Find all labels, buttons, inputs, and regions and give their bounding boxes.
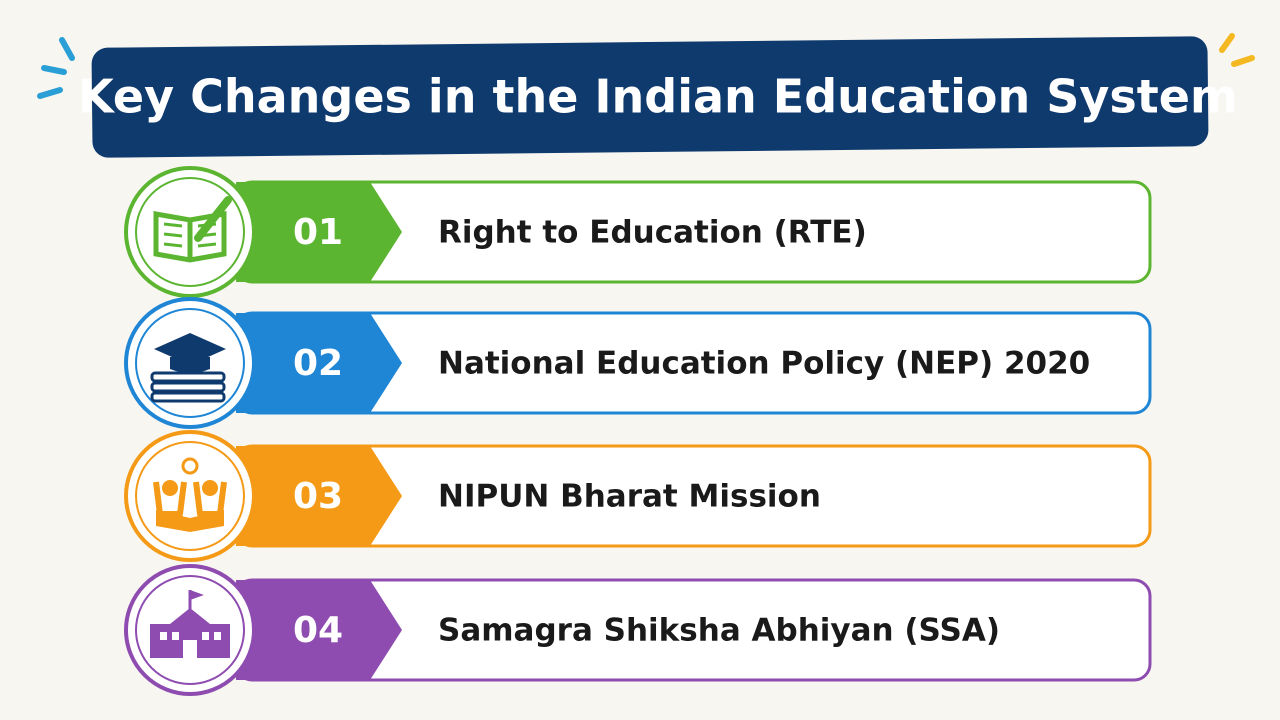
icon-line xyxy=(163,222,183,228)
icon-sun xyxy=(181,457,199,475)
decor-left xyxy=(37,37,75,99)
item-number: 03 xyxy=(293,476,343,517)
title: Key Changes in the Indian Education Syst… xyxy=(78,70,1238,124)
icon-book xyxy=(150,371,226,383)
icon-window xyxy=(202,632,209,640)
item-label: National Education Policy (NEP) 2020 xyxy=(438,346,1090,382)
item-label: NIPUN Bharat Mission xyxy=(438,479,821,515)
item-row: 01 Right to Education (RTE) xyxy=(124,166,1152,298)
icon-window xyxy=(214,632,221,640)
number-band xyxy=(236,313,402,413)
icon-pencil xyxy=(194,196,232,242)
item-row: 03 NIPUN Bharat Mission xyxy=(124,430,1152,562)
title-banner: Key Changes in the Indian Education Syst… xyxy=(78,36,1238,158)
icon-window xyxy=(172,632,179,640)
number-band xyxy=(236,580,402,680)
icon-line xyxy=(163,242,183,248)
item-row: 04 Samagra Shiksha Abhiyan (SSA) xyxy=(124,564,1152,696)
icon-book xyxy=(150,381,226,393)
icon-cap-base xyxy=(170,357,210,373)
decor-right xyxy=(1219,33,1255,67)
icon-door xyxy=(183,640,197,658)
item-number: 02 xyxy=(293,343,343,384)
item-row: 02 National Education Policy (NEP) 2020 xyxy=(124,297,1152,429)
icon-line xyxy=(197,242,217,248)
item-number: 01 xyxy=(293,212,343,253)
number-band xyxy=(236,182,402,282)
item-label: Right to Education (RTE) xyxy=(438,215,867,251)
icon-head xyxy=(202,480,218,496)
icon-roof xyxy=(170,608,210,624)
item-number: 04 xyxy=(293,610,343,651)
icon-head xyxy=(162,480,178,496)
icon-book xyxy=(150,391,226,403)
icon-line xyxy=(163,232,183,238)
icon-window xyxy=(160,632,167,640)
number-band xyxy=(236,446,402,546)
icon-book xyxy=(156,510,224,532)
icon-flag xyxy=(190,590,204,600)
icon-book xyxy=(153,211,227,263)
item-label: Samagra Shiksha Abhiyan (SSA) xyxy=(438,613,1000,649)
item-list: 01 Right to Education (RTE) 02 National Edu… xyxy=(124,166,1152,696)
